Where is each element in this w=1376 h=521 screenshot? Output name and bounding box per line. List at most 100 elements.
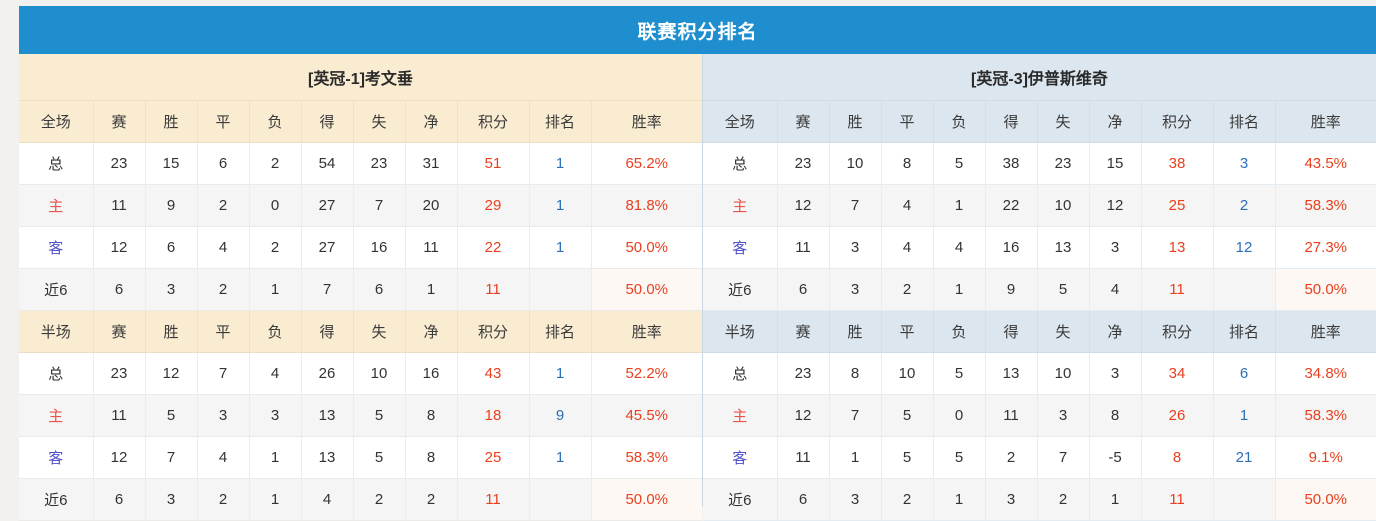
cell-win-rate: 34.8%	[1275, 352, 1376, 395]
cell-played: 12	[777, 184, 830, 227]
cell-win: 3	[829, 478, 882, 521]
cell-played: 11	[777, 436, 830, 479]
comparison-tables: [英冠-1]考文垂 全场 赛 胜 平 负 得 失 净 积分 排名 胜率	[19, 54, 1376, 521]
page-title: 联赛积分排名	[637, 21, 758, 43]
cell-draw: 4	[197, 436, 250, 479]
col-rank: 排名	[529, 101, 592, 143]
cell-draw: 2	[881, 268, 934, 311]
cell-rank[interactable]: 1	[529, 142, 592, 185]
cell-played: 6	[777, 268, 830, 311]
cell-goals-against: 13	[1037, 226, 1090, 269]
cell-goals-for: 2	[985, 436, 1038, 479]
cell-rank[interactable]: 9	[529, 394, 592, 437]
cell-win-rate: 50.0%	[1275, 478, 1376, 521]
cell-rank[interactable]	[529, 268, 592, 311]
cell-rank[interactable]: 3	[1213, 142, 1276, 185]
table-header-row: 全场 赛 胜 平 负 得 失 净 积分 排名 胜率	[703, 101, 1376, 143]
team-name-home: [英冠-1]考文垂	[19, 54, 702, 101]
cell-win: 7	[145, 436, 198, 479]
col-goals-for: 得	[985, 311, 1038, 353]
cell-lose: 1	[249, 436, 302, 479]
standings-panel: 联赛积分排名 [英冠-1]考文垂 全场 赛 胜 平 负 得 失 净	[19, 6, 1376, 521]
cell-rank[interactable]: 2	[1213, 184, 1276, 227]
stats-table-home-full: 全场 赛 胜 平 负 得 失 净 积分 排名 胜率 总 23 15 6 2 54 23 31 5…	[19, 101, 702, 311]
cell-goals-against: 10	[1037, 352, 1090, 395]
cell-win-rate: 50.0%	[1275, 268, 1376, 311]
cell-goal-diff: -5	[1089, 436, 1142, 479]
cell-points: 26	[1141, 394, 1214, 437]
cell-points: 11	[1141, 478, 1214, 521]
cell-goal-diff: 3	[1089, 226, 1142, 269]
table-row: 主 11 5 3 3 13 5 8 18 9 45.5%	[19, 394, 702, 437]
col-goals-against: 失	[1037, 101, 1090, 143]
table-row: 客 11 1 5 5 2 7 -5 8 21 9.1%	[703, 436, 1376, 479]
col-lose: 负	[933, 101, 986, 143]
table-row: 近6 6 3 2 1 4 2 2 11 50.0%	[19, 478, 702, 521]
cell-goals-for: 27	[301, 184, 354, 227]
cell-rank[interactable]: 21	[1213, 436, 1276, 479]
table-header-row: 全场 赛 胜 平 负 得 失 净 积分 排名 胜率	[19, 101, 702, 143]
cell-points: 13	[1141, 226, 1214, 269]
cell-rank[interactable]: 1	[529, 352, 592, 395]
col-goals-for: 得	[301, 311, 354, 353]
col-played: 赛	[93, 311, 146, 353]
cell-goals-against: 10	[353, 352, 406, 395]
cell-lose: 4	[249, 352, 302, 395]
cell-goals-for: 27	[301, 226, 354, 269]
cell-lose: 2	[249, 226, 302, 269]
col-goals-against: 失	[1037, 311, 1090, 353]
cell-points: 18	[457, 394, 530, 437]
cell-lose: 1	[933, 184, 986, 227]
col-rank: 排名	[1213, 311, 1276, 353]
cell-rank[interactable]: 1	[529, 436, 592, 479]
rows-away-full: 总 23 10 8 5 38 23 15 38 3 43.5% 主 12 7 4 1 22 10 12 25 2 58.3…	[703, 142, 1376, 311]
col-goal-diff: 净	[405, 311, 458, 353]
row-scope-label: 总	[19, 142, 94, 185]
cell-draw: 4	[197, 226, 250, 269]
row-scope-label: 近6	[19, 268, 94, 311]
cell-rank[interactable]: 1	[529, 226, 592, 269]
cell-goal-diff: 1	[1089, 478, 1142, 521]
cell-lose: 0	[933, 394, 986, 437]
cell-draw: 7	[197, 352, 250, 395]
cell-win-rate: 58.3%	[1275, 394, 1376, 437]
cell-goal-diff: 11	[405, 226, 458, 269]
cell-lose: 1	[249, 268, 302, 311]
stats-table-home-half: 半场 赛 胜 平 负 得 失 净 积分 排名 胜率 总 23 12 7 4 26 10 16 4…	[19, 311, 702, 521]
cell-win-rate: 27.3%	[1275, 226, 1376, 269]
col-goal-diff: 净	[1089, 311, 1142, 353]
cell-rank[interactable]: 6	[1213, 352, 1276, 395]
cell-played: 23	[777, 352, 830, 395]
stats-table-away-half: 半场 赛 胜 平 负 得 失 净 积分 排名 胜率 总 23 8 10 5 13 10 3 34…	[703, 311, 1376, 521]
col-goal-diff: 净	[405, 101, 458, 143]
cell-goals-against: 5	[353, 394, 406, 437]
cell-rank[interactable]	[529, 478, 592, 521]
cell-played: 6	[93, 478, 146, 521]
cell-goal-diff: 2	[405, 478, 458, 521]
col-goals-against: 失	[353, 101, 406, 143]
cell-win: 1	[829, 436, 882, 479]
cell-goals-against: 7	[1037, 436, 1090, 479]
table-header-row: 半场 赛 胜 平 负 得 失 净 积分 排名 胜率	[703, 311, 1376, 353]
table-row: 总 23 8 10 5 13 10 3 34 6 34.8%	[703, 352, 1376, 395]
cell-rank[interactable]: 12	[1213, 226, 1276, 269]
col-points: 积分	[1141, 101, 1214, 143]
table-row: 客 12 6 4 2 27 16 11 22 1 50.0%	[19, 226, 702, 269]
cell-win-rate: 43.5%	[1275, 142, 1376, 185]
cell-win: 7	[829, 394, 882, 437]
cell-win-rate: 58.3%	[1275, 184, 1376, 227]
table-row: 主 11 9 2 0 27 7 20 29 1 81.8%	[19, 184, 702, 227]
col-win: 胜	[145, 101, 198, 143]
team-name-away: [英冠-3]伊普斯维奇	[703, 54, 1376, 101]
col-points: 积分	[1141, 311, 1214, 353]
cell-rank[interactable]	[1213, 478, 1276, 521]
cell-lose: 5	[933, 436, 986, 479]
cell-rank[interactable]: 1	[1213, 394, 1276, 437]
cell-rank[interactable]: 1	[529, 184, 592, 227]
cell-draw: 5	[881, 394, 934, 437]
col-draw: 平	[881, 101, 934, 143]
cell-goals-against: 2	[353, 478, 406, 521]
cell-rank[interactable]	[1213, 268, 1276, 311]
table-row: 主 12 7 5 0 11 3 8 26 1 58.3%	[703, 394, 1376, 437]
row-scope-label: 总	[703, 142, 778, 185]
